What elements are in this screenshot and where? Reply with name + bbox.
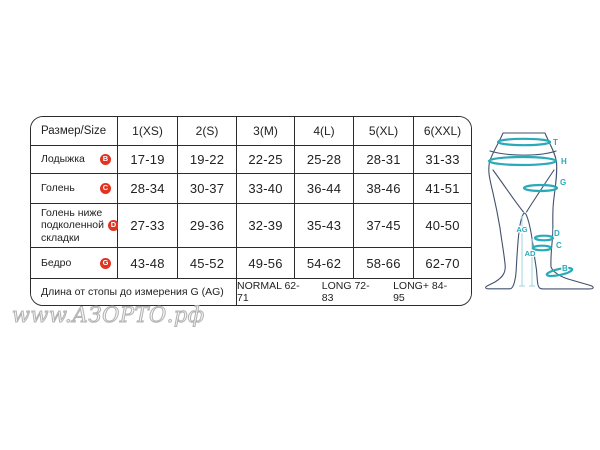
below-knee-value: 35-43 <box>295 204 354 248</box>
ankle-value: 19-22 <box>178 146 237 174</box>
legs-measurement-diagram: T H G D C B AG AD <box>485 132 594 290</box>
band-label-c: C <box>556 241 562 250</box>
row-label-ankle: Лодыжка B <box>31 146 118 174</box>
row-label-text: Голень <box>41 182 75 195</box>
band-label-t: T <box>553 138 558 147</box>
calf-value: 33-40 <box>237 174 295 204</box>
row-label-below-knee: Голень ниже подколенной складки D <box>31 204 119 248</box>
length-label-ad: AD <box>525 249 536 258</box>
length-row-label: Длина от стопы до измерения G (AG) <box>31 279 237 305</box>
row-label-text: Лодыжка <box>41 153 85 166</box>
measure-band-t <box>496 137 552 147</box>
calf-value: 28-34 <box>118 174 178 204</box>
size-header-1xs: 1(XS) <box>118 117 178 146</box>
row-label-text: Голень ниже подколенной складки <box>41 206 105 244</box>
ankle-value: 25-28 <box>295 146 354 174</box>
size-header-3m: 3(M) <box>237 117 295 146</box>
row-label-text: Бедро <box>41 256 72 269</box>
panty-v-right-line <box>525 169 555 213</box>
below-knee-value: 27-33 <box>118 204 178 248</box>
length-option-long-plus: LONG+ 84-95 <box>393 280 448 304</box>
tights-outline <box>485 132 594 290</box>
length-option-long: LONG 72-83 <box>321 280 370 304</box>
below-knee-value: 40-50 <box>414 204 471 248</box>
size-header-6xxl: 6(XXL) <box>414 117 471 146</box>
length-options: NORMAL 62-71 LONG 72-83 LONG+ 84-95 <box>237 279 471 305</box>
measure-band-d <box>533 234 555 242</box>
size-header-5xl: 5(XL) <box>354 117 414 146</box>
table-header-corner: Размер/Size <box>31 117 118 146</box>
thigh-value: 58-66 <box>354 248 414 279</box>
measure-badge-c: C <box>100 183 111 194</box>
below-knee-value: 29-36 <box>178 204 237 248</box>
measure-band-g <box>522 183 559 193</box>
calf-value: 36-44 <box>295 174 354 204</box>
thigh-value: 62-70 <box>414 248 471 279</box>
ag-top-dot <box>520 215 524 219</box>
calf-value: 30-37 <box>178 174 237 204</box>
ankle-value: 28-31 <box>354 146 414 174</box>
below-knee-value: 37-45 <box>354 204 414 248</box>
calf-value: 41-51 <box>414 174 471 204</box>
ad-top-dot <box>530 238 534 242</box>
panty-waistband-line <box>489 150 557 156</box>
length-label-ag: AG <box>516 225 527 234</box>
row-label-calf: Голень C <box>31 174 118 204</box>
size-table: Размер/Size 1(XS) 2(S) 3(M) 4(L) 5(XL) 6… <box>30 116 472 306</box>
panty-v-left-line <box>492 169 525 213</box>
ankle-value: 31-33 <box>414 146 471 174</box>
length-option-normal: NORMAL 62-71 <box>237 280 300 304</box>
measure-badge-b: B <box>100 154 111 165</box>
size-header-2s: 2(S) <box>178 117 237 146</box>
measure-band-h <box>487 155 558 167</box>
band-label-b: B <box>562 264 568 273</box>
row-label-thigh: Бедро G <box>31 248 118 279</box>
thigh-value: 49-56 <box>237 248 295 279</box>
calf-value: 38-46 <box>354 174 414 204</box>
band-label-g: G <box>560 178 566 187</box>
ankle-value: 22-25 <box>237 146 295 174</box>
thigh-value: 43-48 <box>118 248 178 279</box>
measure-band-c <box>531 244 553 252</box>
ankle-value: 17-19 <box>118 146 178 174</box>
thigh-value: 45-52 <box>178 248 237 279</box>
band-label-h: H <box>561 157 567 166</box>
measure-badge-d: D <box>108 220 119 231</box>
watermark-text: www.АЗОРТО.рф <box>12 303 205 328</box>
size-header-4l: 4(L) <box>295 117 354 146</box>
band-label-d: D <box>554 229 560 238</box>
measure-band-b <box>545 266 574 278</box>
below-knee-value: 32-39 <box>237 204 295 248</box>
measure-badge-g: G <box>100 257 111 269</box>
thigh-value: 54-62 <box>295 248 354 279</box>
